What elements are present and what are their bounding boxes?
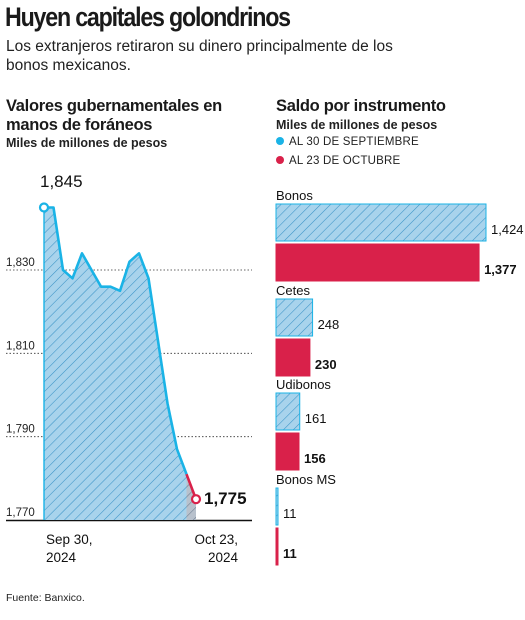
y-tick-label: 1,810 bbox=[6, 340, 35, 352]
category-label: Bonos MS bbox=[276, 472, 336, 487]
x-label-end: Oct 23, 2024 bbox=[194, 532, 238, 565]
bar-value-label: 156 bbox=[304, 451, 326, 466]
bar-chart-unit: Miles de millones de pesos bbox=[276, 118, 438, 132]
subhead: Los extranjeros retiraron su dinero prin… bbox=[6, 38, 393, 74]
end-value-label: 1,775 bbox=[204, 489, 247, 508]
legend-swatch-sep bbox=[276, 137, 284, 145]
start-point bbox=[38, 202, 50, 213]
headline: Huyen capitales golondrinos bbox=[5, 2, 291, 32]
end-point bbox=[190, 494, 202, 505]
area-chart: 1,770 1,790 1,810 1,830 1,845 1,775 Sep 30, 202… bbox=[6, 172, 252, 565]
x-label-start: Sep 30, 2024 bbox=[46, 532, 93, 565]
legend-label-sep: AL 30 DE SEPTIEMBRE bbox=[289, 136, 419, 148]
category-label: Bonos bbox=[276, 188, 313, 203]
category-label: Udibonos bbox=[276, 377, 331, 392]
bar bbox=[275, 392, 301, 431]
bar bbox=[275, 298, 314, 337]
area-chart-unit: Miles de millones de pesos bbox=[6, 136, 168, 150]
bar-value-label: 1,424 bbox=[491, 222, 524, 237]
bar-value-label: 161 bbox=[305, 411, 327, 426]
bar bbox=[275, 432, 300, 471]
y-tick-label: 1,790 bbox=[6, 424, 35, 436]
bar bbox=[275, 243, 480, 282]
bar-chart-title: Saldo por instrumento bbox=[276, 97, 446, 115]
bar-value-label: 248 bbox=[318, 317, 340, 332]
area-fill-blue bbox=[44, 207, 187, 520]
bar-chart: Bonos 1,424 1,377 Cetes 248 230 Udibonos 161 156… bbox=[275, 188, 524, 566]
bar bbox=[275, 338, 311, 377]
y-tick-label: 1,770 bbox=[6, 507, 35, 519]
legend-item-sep: AL 30 DE SEPTIEMBRE bbox=[276, 136, 419, 148]
area-fill-gray bbox=[186, 474, 196, 520]
bar bbox=[275, 203, 487, 242]
bar bbox=[275, 527, 279, 566]
legend-swatch-oct bbox=[276, 156, 284, 164]
bar bbox=[275, 487, 279, 526]
bar-value-label: 230 bbox=[315, 357, 337, 372]
start-value-label: 1,845 bbox=[40, 172, 83, 191]
legend-label-oct: AL 23 DE OCTUBRE bbox=[289, 155, 401, 167]
bar-value-label: 11 bbox=[283, 506, 297, 521]
legend-item-oct: AL 23 DE OCTUBRE bbox=[276, 155, 400, 167]
area-chart-title: Valores gubernamentales en manos de forá… bbox=[6, 97, 222, 134]
y-tick-label: 1,830 bbox=[6, 257, 35, 269]
source-note: Fuente: Banxico. bbox=[6, 592, 85, 604]
category-label: Cetes bbox=[276, 283, 310, 298]
bar-value-label: 11 bbox=[283, 546, 297, 561]
series-line-blue bbox=[44, 206, 188, 475]
bar-value-label: 1,377 bbox=[484, 262, 517, 277]
